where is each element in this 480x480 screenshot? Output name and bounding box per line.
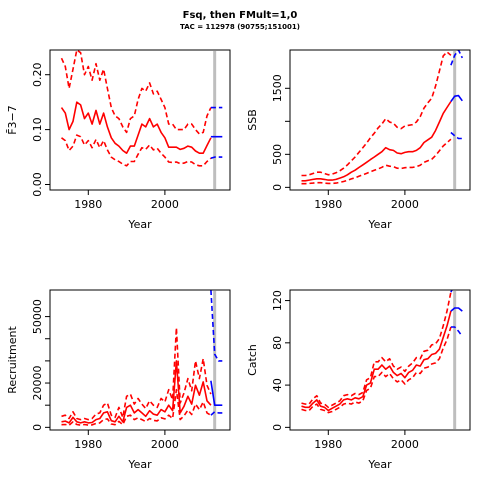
- x-tick-label: 2000: [391, 438, 419, 451]
- y-axis-label: F̄3−7: [6, 105, 19, 135]
- series-group: [301, 290, 463, 414]
- x-tick-label: 1980: [314, 198, 342, 211]
- y-tick-label: 0: [271, 184, 284, 191]
- series-projection-lower: [450, 326, 463, 337]
- plot-frame: [289, 289, 471, 431]
- series-group: [301, 50, 464, 185]
- series-historical-estimate: [61, 360, 212, 424]
- y-tick-label: 0: [31, 424, 44, 431]
- y-tick-label: 0.20: [31, 62, 44, 87]
- series-historical-upper: [301, 291, 452, 409]
- series-projection-lower: [210, 156, 223, 159]
- plot-frame: [289, 49, 471, 191]
- chart-title: Fsq, then FMult=1,0: [182, 10, 298, 21]
- series-group: [61, 290, 223, 427]
- y-tick-label: 0.10: [31, 117, 44, 142]
- series-projection-estimate: [210, 380, 223, 407]
- series-projection-lower: [450, 131, 463, 140]
- x-axis-label: Year: [367, 218, 392, 231]
- y-tick-label: 1500: [271, 74, 284, 102]
- x-tick-label: 2000: [151, 438, 179, 451]
- x-tick-label: 1980: [314, 438, 342, 451]
- series-historical-lower: [301, 326, 452, 414]
- series-projection-estimate: [450, 94, 463, 102]
- x-tick-label: 1980: [74, 198, 102, 211]
- y-tick-label: 20000: [31, 366, 44, 401]
- x-axis-label: Year: [367, 458, 392, 471]
- series-historical-estimate: [60, 101, 212, 154]
- series-group: [60, 50, 223, 167]
- y-tick-label: 80: [271, 336, 284, 350]
- x-tick-label: 1980: [74, 438, 102, 451]
- panel-top-right: 1980 2000 Year 0 500 1500 SSB: [246, 49, 471, 231]
- series-historical-upper: [60, 50, 212, 135]
- series-projection-upper: [210, 290, 223, 362]
- x-axis-label: Year: [127, 218, 152, 231]
- y-axis-label: SSB: [246, 109, 259, 131]
- series-historical-estimate: [301, 101, 452, 182]
- y-tick-label: 120: [271, 290, 284, 311]
- plot-frame: [49, 49, 231, 191]
- y-tick-label: 500: [271, 144, 284, 165]
- y-tick-label: 0.00: [31, 172, 44, 197]
- y-tick-label: 40: [271, 378, 284, 392]
- chart-subtitle: TAC = 112978 (90755;151001): [180, 23, 300, 31]
- panel-bottom-left: 1980 2000 Year 0 20000 50000 Recruitment: [6, 289, 231, 471]
- series-historical-lower: [301, 138, 452, 185]
- y-tick-label: 50000: [31, 299, 44, 334]
- x-tick-label: 2000: [151, 198, 179, 211]
- series-historical-upper: [301, 51, 452, 177]
- series-historical-estimate: [301, 310, 452, 412]
- series-historical-lower: [61, 134, 212, 167]
- series-projection-upper: [450, 50, 464, 66]
- series-historical-upper: [61, 326, 212, 421]
- panel-bottom-right: 1980 2000 Year 0 40 80 120 Catch: [246, 289, 471, 471]
- series-historical-lower: [61, 388, 212, 427]
- series-projection-lower: [210, 410, 223, 416]
- y-axis-label: Catch: [246, 344, 259, 376]
- y-tick-label: 0: [271, 424, 284, 431]
- panel-top-left: 1980 2000 Year 0.00 0.10 0.20 F̄3−7: [6, 49, 231, 231]
- x-axis-label: Year: [127, 458, 152, 471]
- x-tick-label: 2000: [391, 198, 419, 211]
- plot-frame: [49, 289, 231, 431]
- y-axis-label: Recruitment: [6, 326, 19, 394]
- series-projection-estimate: [450, 307, 463, 312]
